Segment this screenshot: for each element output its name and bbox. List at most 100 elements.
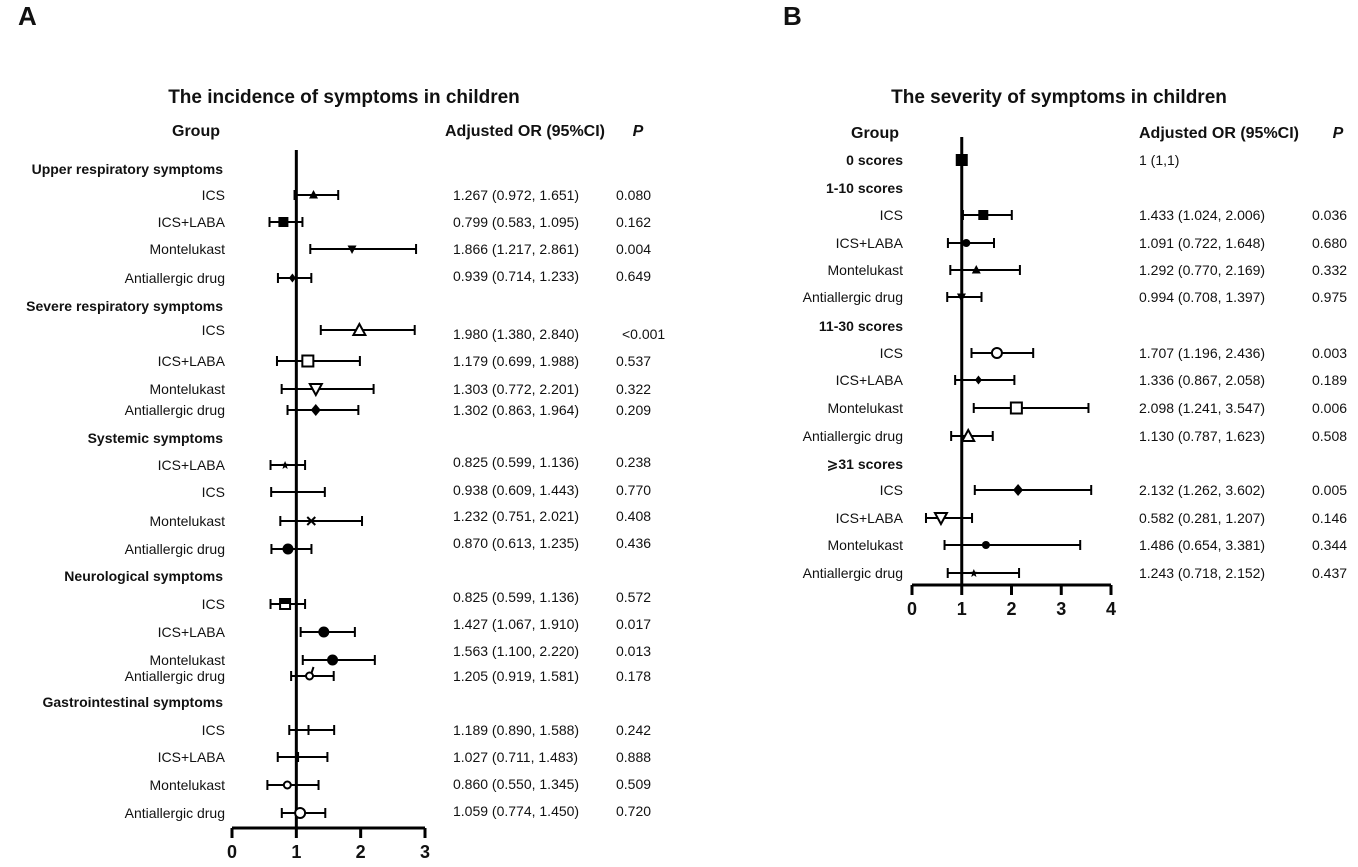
group-label: ICS [202,722,225,738]
or-ci-value: 1.427 (1.067, 1.910) [453,616,579,632]
p-value: 0.005 [1312,482,1347,498]
point-marker [280,599,291,604]
p-value: 0.017 [616,616,651,632]
group-label: Antiallergic drug [125,402,225,418]
point-marker [960,427,976,442]
p-value: 0.436 [616,535,651,551]
group-label: ICS [202,187,225,203]
p-value: 0.437 [1312,565,1347,581]
or-ci-value: 1.205 (0.919, 1.581) [453,668,579,684]
forest-row [293,190,340,200]
group-label: ICS+LABA [158,214,226,230]
forest-row [276,273,313,283]
forest-row [309,244,418,254]
group-label: ICS+LABA [836,510,904,526]
x-tick-label: 3 [1056,599,1066,619]
or-ci-value: 0.799 (0.583, 1.095) [453,214,579,230]
or-ci-value: 1.433 (1.024, 2.006) [1139,207,1265,223]
or-ci-value: 1.189 (0.890, 1.588) [453,722,579,738]
p-value: 0.344 [1312,537,1347,553]
group-label: Montelukast [150,777,226,793]
point-marker [306,516,316,526]
group-label: Antiallergic drug [803,565,903,581]
forest-row [270,543,313,555]
forest-row [955,154,968,166]
header-p: P [1333,125,1344,142]
group-label: Antiallergic drug [125,805,225,821]
or-ci-value: 0.825 (0.599, 1.136) [453,589,579,605]
point-marker [282,780,292,790]
section-label: Neurological symptoms [64,568,223,584]
forest-row [299,626,356,638]
group-label: Antiallergic drug [125,668,225,684]
x-tick-label: 0 [907,599,917,619]
forest-row [961,210,1013,220]
p-value: 0.888 [616,749,651,765]
p-value: 0.332 [1312,262,1347,278]
p-value: 0.720 [616,803,651,819]
point-marker [282,543,294,555]
section-label: ⩾31 scores [827,456,904,472]
group-label: ICS+LABA [158,624,226,640]
or-ci-value: 1.707 (1.196, 2.436) [1139,345,1265,361]
or-ci-value: 1.980 (1.380, 2.840) [453,326,579,342]
group-label: Antiallergic drug [125,541,225,557]
forest-row [275,354,361,368]
group-label: Montelukast [150,241,226,257]
group-label: ICS [880,482,903,498]
header-group: Group [851,125,899,142]
point-marker [308,383,324,398]
forest-row [270,487,326,497]
point-marker [309,190,319,199]
group-label: Montelukast [828,537,904,553]
point-marker [305,671,315,681]
forest-row [288,725,336,735]
group-label: ICS+LABA [836,235,904,251]
x-tick-label: 4 [1106,599,1116,619]
point-marker [294,807,307,819]
or-ci-value: 1.267 (0.972, 1.651) [453,187,579,203]
chart-title: The severity of symptoms in children [891,87,1227,108]
or-ci-value: 0.870 (0.613, 1.235) [453,535,579,551]
p-value: 0.975 [1312,289,1347,305]
forest-panel-B: B The severity of symptoms in children Gro… [783,1,1347,619]
or-ci-value: 1.243 (0.718, 2.152) [1139,565,1265,581]
point-marker [956,293,966,302]
x-tick-label: 1 [957,599,967,619]
or-ci-value: 0.994 (0.708, 1.397) [1139,289,1265,305]
or-ci-value: 1.232 (0.751, 2.021) [453,508,579,524]
group-label: ICS [880,345,903,361]
p-value: 0.508 [1312,428,1347,444]
x-tick-label: 1 [291,842,301,862]
p-value: 0.036 [1312,207,1347,223]
point-marker [962,239,971,247]
point-marker [974,375,982,385]
point-marker [310,404,321,416]
p-value: 0.572 [616,589,651,605]
x-tick-label: 3 [420,842,430,862]
header-or: Adjusted OR (95%CI) [445,123,605,140]
group-label: Montelukast [828,262,904,278]
forest-row [950,427,994,442]
group-label: ICS+LABA [158,353,226,369]
group-label: ICS [202,484,225,500]
forest-row [946,568,1021,578]
or-ci-value: 1.059 (0.774, 1.450) [453,803,579,819]
or-ci-value: 0.939 (0.714, 1.233) [453,268,579,284]
x-tick-label: 2 [356,842,366,862]
section-label: 0 scores [846,152,903,168]
p-value: <0.001 [622,326,665,342]
section-label: Severe respiratory symptoms [26,298,223,314]
or-ci-value: 1.303 (0.772, 2.201) [453,381,579,397]
forest-row [970,347,1035,359]
or-ci-value: 2.098 (1.241, 3.547) [1139,400,1265,416]
or-ci-value: 1.292 (0.770, 2.169) [1139,262,1265,278]
panel-letter: A [18,1,37,31]
point-marker [990,347,1003,359]
forest-row [269,598,307,610]
forest-row [280,807,327,819]
header-or: Adjusted OR (95%CI) [1139,125,1299,142]
point-marker [969,569,978,577]
p-value: 0.003 [1312,345,1347,361]
